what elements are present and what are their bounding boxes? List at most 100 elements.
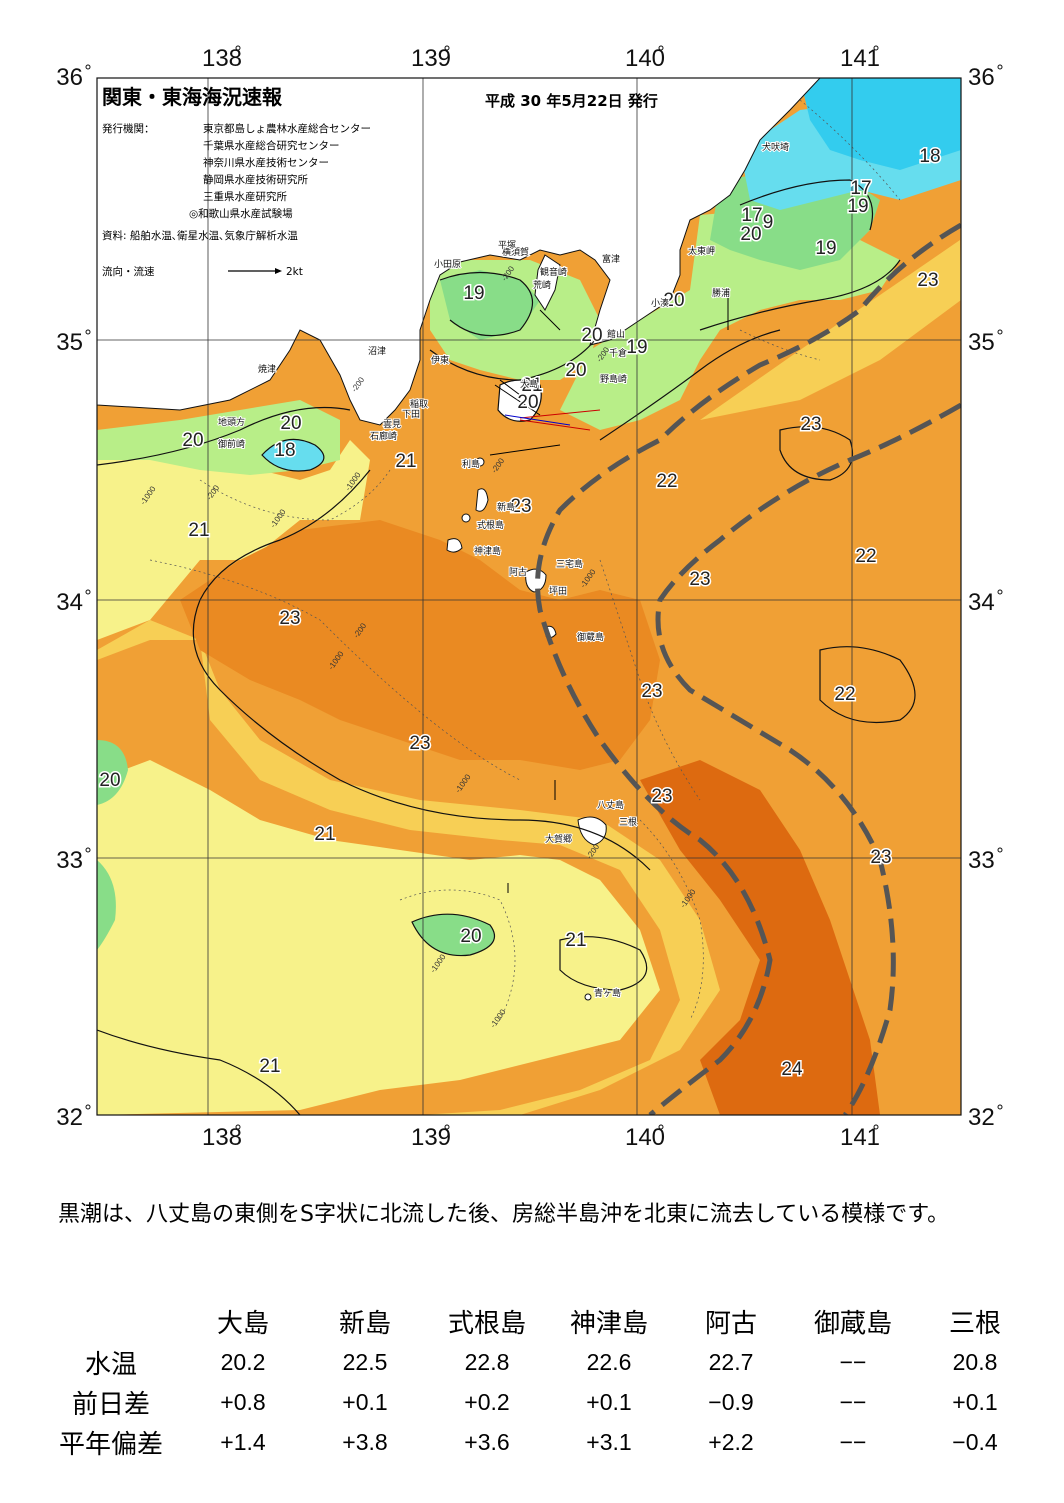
isotherm-label: 22 (656, 471, 677, 492)
graticule (97, 78, 961, 1115)
place-name: 八丈島 (597, 799, 624, 811)
table-cell: +3.6 (464, 1428, 510, 1455)
place-name: 小湊 (651, 297, 669, 309)
isotherm-label: 22 (834, 684, 855, 705)
place-name: 新島 (497, 501, 515, 513)
degree-icon (658, 1124, 664, 1130)
latitude-tick-label: 33 (968, 847, 995, 874)
longitude-tick-label: 140 (625, 1124, 665, 1151)
place-name: 三根 (619, 816, 637, 828)
place-name: 館山 (607, 328, 625, 340)
degree-icon (997, 1104, 1003, 1110)
place-name: 犬吠埼 (762, 141, 789, 153)
longitude-tick-label: 139 (411, 45, 451, 72)
latitude-labels-left: 36 35 34 33 32 (56, 64, 91, 1131)
isotherm-label: 19 (626, 337, 647, 358)
isotherm-label: 20 (182, 430, 203, 451)
bathymetry-contours (149, 99, 901, 1021)
place-name: 御前崎 (218, 438, 245, 450)
place-name: 阿古 (509, 566, 527, 578)
kuroshio-comment: 黒潮は、八丈島の東側をS字状に北流した後、房総半島沖を北東に流去している模様です… (36, 1202, 950, 1227)
island-temperature-table: 大島 新島 式根島 神津島 阿古 御蔵島 三根 水温 20.2 22.5 22.… (40, 1300, 1036, 1462)
island-toshima (475, 457, 485, 467)
isotherm-label: 21 (259, 1056, 280, 1077)
table-row: 前日差 +0.8 +0.1 +0.2 +0.1 −0.9 −− +0.1 (40, 1382, 1036, 1422)
longitude-labels-top: 138 139 140 141 (202, 45, 880, 72)
place-name: 焼津 (258, 364, 276, 375)
isotherm-label: 23 (800, 414, 821, 435)
isotherm-label: 19 (847, 196, 868, 217)
isotherm-label: 18 (919, 146, 940, 167)
sea-zone-21 (97, 430, 370, 640)
place-name: 千倉 (609, 347, 627, 359)
column-header: 大島 (216, 1308, 269, 1339)
issuer-line: 三重県水産研究所 (203, 190, 287, 203)
latitude-tick-label: 34 (56, 589, 83, 616)
arrow-head-icon (275, 268, 282, 274)
isotherm-label: 22 (855, 546, 876, 567)
isotherm-label: 20 (565, 360, 586, 381)
kuroshio-axis (535, 222, 961, 1115)
island-niijima (475, 488, 489, 512)
place-name: 御蔵島 (577, 631, 604, 643)
degree-icon (85, 64, 91, 70)
place-name: 勝浦 (712, 287, 730, 299)
isotherm-label: 23 (279, 608, 300, 629)
latitude-tick-label: 33 (56, 847, 83, 874)
table-cell: +3.1 (586, 1428, 632, 1455)
longitude-tick-label: 138 (202, 45, 242, 72)
isotherm-label: 23 (917, 270, 938, 291)
table-cell: +0.1 (342, 1388, 388, 1415)
isotherm-label: 21 (521, 375, 542, 396)
isotherm-label: 18 (274, 440, 295, 461)
degree-icon (85, 847, 91, 853)
place-name: 大賀郷 (545, 833, 572, 845)
sea-zone-20-southwest-patch (97, 860, 116, 950)
place-name: 沼津 (368, 346, 386, 357)
row-label: 前日差 (71, 1389, 150, 1420)
issuer-line: 静岡県水産技術研究所 (203, 173, 308, 186)
isotherm-label: 21 (188, 520, 209, 541)
issuer-line: 千葉県水産総合研究センター (203, 139, 340, 152)
column-header: 阿古 (704, 1308, 757, 1339)
degree-icon (997, 589, 1003, 595)
column-header: 御蔵島 (813, 1308, 892, 1339)
row-label: 平年偏差 (58, 1429, 163, 1460)
sea-zone-22-south (97, 620, 720, 1115)
issue-date: 平成 30 年5月22日 発行 (485, 92, 658, 110)
place-name: 石廊崎 (370, 430, 397, 442)
longitude-tick-label: 140 (625, 45, 665, 72)
table-cell: +0.1 (952, 1388, 998, 1415)
place-name: 太東岬 (688, 245, 715, 257)
table-row: 水温 20.2 22.5 22.8 22.6 22.7 −− 20.8 (40, 1342, 1036, 1382)
place-name: 神津島 (474, 545, 501, 557)
table-cell: 22.7 (708, 1348, 754, 1375)
degree-icon (444, 1124, 450, 1130)
table-cell: +3.8 (342, 1428, 388, 1455)
map-title: 関東・東海海況速報 (102, 85, 283, 109)
degree-icon (997, 64, 1003, 70)
isotherm-label: 23 (651, 786, 672, 807)
degree-icon (85, 1104, 91, 1110)
issuer-line: ◎和歌山県水産試験場 (189, 207, 293, 220)
place-name: 地頭方 (218, 416, 245, 428)
sea-zone-21-south (97, 760, 660, 1115)
degree-icon (997, 329, 1003, 335)
longitude-tick-label: 141 (840, 45, 880, 72)
isotherm-label: 20 (517, 392, 538, 413)
table-cell: −− (839, 1348, 867, 1375)
place-name: 観音崎 (540, 266, 567, 278)
island-shikinejima (461, 513, 471, 523)
table-row: 平年偏差 +1.4 +3.8 +3.6 +3.1 +2.2 −− −0.4 (40, 1422, 1036, 1462)
place-name: 青ヶ島 (594, 987, 621, 999)
table-cell: 22.8 (464, 1348, 510, 1375)
table-cell: +2.2 (708, 1428, 754, 1455)
isotherm-label: 23 (641, 681, 662, 702)
isotherm-label: 20 (740, 224, 761, 245)
table-cell: +0.1 (586, 1388, 632, 1415)
table-cell: −− (839, 1388, 867, 1415)
table-cell: +0.8 (220, 1388, 266, 1415)
issuer-line: 東京都島しょ農林水産総合センター (203, 122, 371, 135)
column-header: 神津島 (569, 1308, 648, 1339)
